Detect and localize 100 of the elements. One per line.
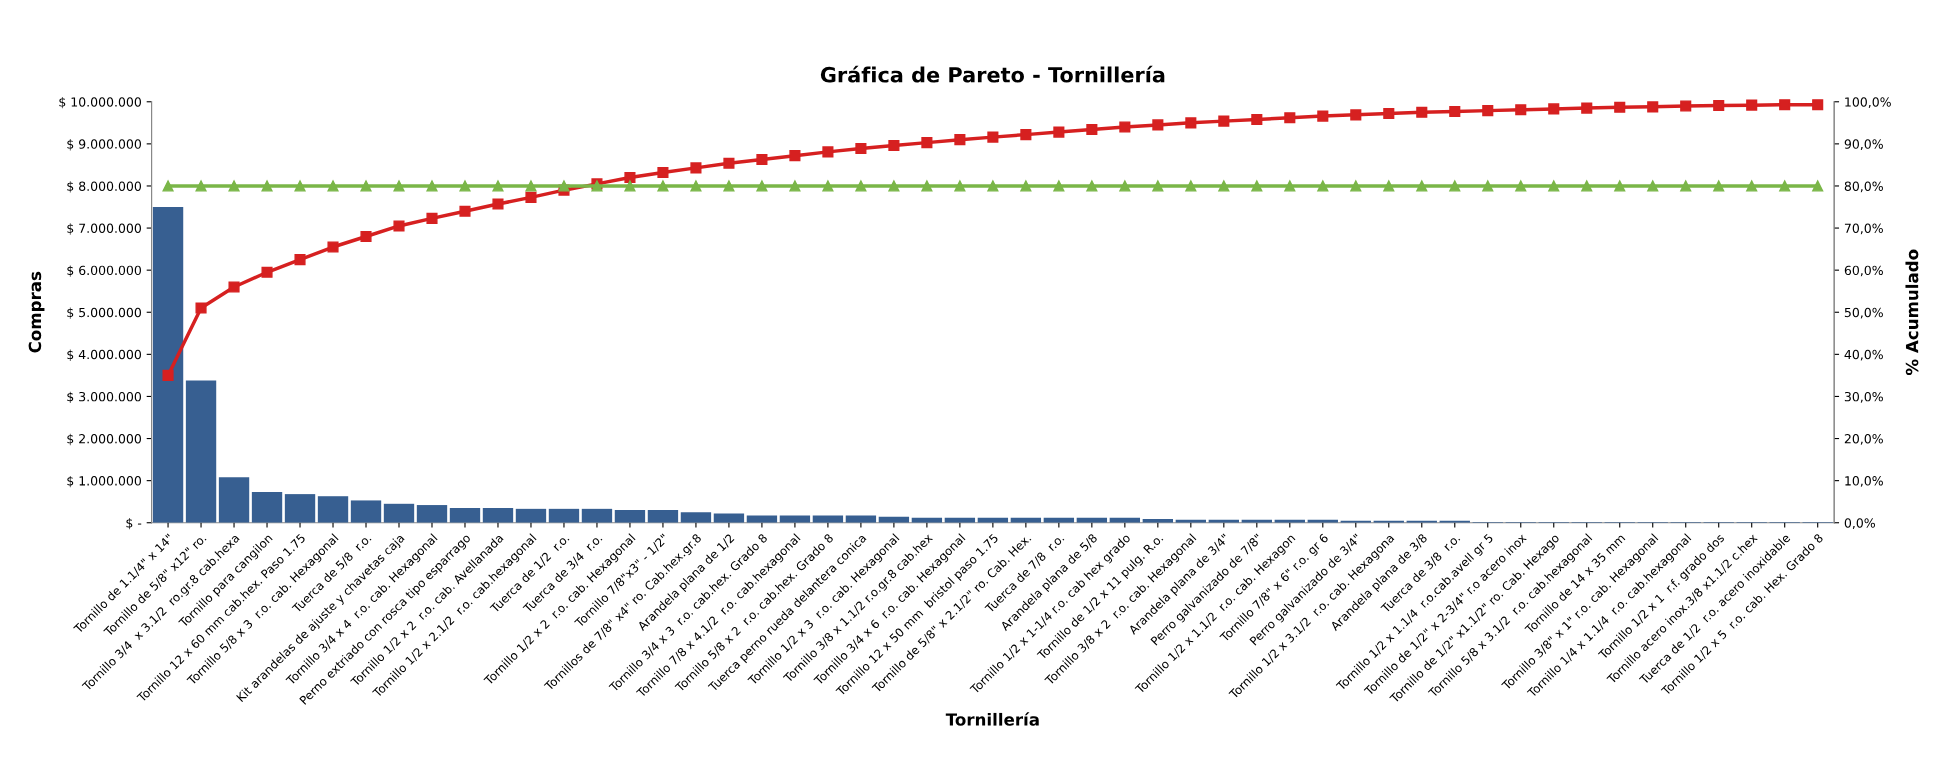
point <box>1185 117 1197 129</box>
point <box>855 142 867 155</box>
point <box>690 180 702 192</box>
bar <box>284 494 316 523</box>
point <box>1746 99 1758 111</box>
point <box>195 302 207 314</box>
point <box>228 180 240 192</box>
y2-tick-label: 100,0% <box>1845 97 1891 108</box>
point <box>723 157 735 169</box>
point <box>921 180 933 192</box>
bar <box>548 508 580 523</box>
point <box>690 162 702 174</box>
y-tick-label: $ 8.000.000 <box>67 181 141 193</box>
point <box>1614 101 1626 113</box>
point <box>1713 180 1725 192</box>
point <box>624 180 636 192</box>
y2-tick-label: 10,0% <box>1845 476 1883 487</box>
y2-tick-label: 0,0% <box>1844 518 1875 529</box>
point <box>426 180 438 192</box>
point <box>459 180 471 192</box>
y-axis-title: Compras <box>28 271 45 353</box>
point <box>954 134 966 146</box>
point <box>1812 99 1824 111</box>
point <box>756 180 768 192</box>
y2-tick-label: 30,0% <box>1844 391 1883 403</box>
point <box>789 150 801 162</box>
point <box>1350 180 1362 192</box>
point <box>987 180 999 192</box>
bar <box>251 492 283 523</box>
point <box>1053 126 1065 138</box>
point <box>657 180 669 192</box>
point <box>1680 100 1692 112</box>
point <box>1185 180 1197 192</box>
point <box>195 180 207 192</box>
point <box>624 171 636 184</box>
bar <box>449 508 481 523</box>
bar <box>350 500 382 523</box>
point <box>756 153 768 166</box>
point <box>987 131 999 143</box>
point <box>1383 180 1395 192</box>
point <box>1251 113 1263 126</box>
point <box>459 205 471 217</box>
y2-tick-label: 50,0% <box>1844 307 1883 319</box>
point <box>327 241 339 253</box>
y-tick-label: $ 2.000.000 <box>67 433 141 446</box>
bar <box>647 510 679 523</box>
point <box>162 369 174 381</box>
point <box>1548 103 1560 115</box>
point <box>1581 102 1593 114</box>
bar <box>515 508 547 523</box>
point <box>426 212 438 224</box>
point <box>1812 180 1824 192</box>
point <box>558 180 570 192</box>
point <box>789 180 801 192</box>
y-tick-label: $ 5.000.000 <box>67 307 141 319</box>
point <box>327 180 339 192</box>
point <box>294 180 306 192</box>
point <box>525 180 537 192</box>
point <box>954 180 966 192</box>
point <box>1647 101 1659 113</box>
point <box>1152 119 1164 131</box>
point <box>1581 180 1593 192</box>
point <box>1218 180 1230 192</box>
point <box>1515 104 1527 116</box>
point <box>1086 180 1098 192</box>
y2-tick-label: 60,0% <box>1844 265 1883 277</box>
point <box>1251 180 1263 192</box>
point <box>1020 180 1032 192</box>
point <box>1548 180 1560 192</box>
point <box>1449 105 1461 118</box>
point <box>822 146 834 158</box>
point <box>1680 180 1692 192</box>
point <box>1350 109 1362 121</box>
point <box>1614 180 1626 192</box>
bar <box>581 508 613 523</box>
point <box>1317 110 1329 122</box>
point <box>228 281 240 293</box>
point <box>1086 123 1098 136</box>
bar <box>383 503 415 523</box>
y2-tick-label: 40,0% <box>1844 349 1883 361</box>
point <box>855 180 867 192</box>
point <box>393 180 405 192</box>
y2-tick-label: 20,0% <box>1844 434 1883 445</box>
point <box>393 220 405 232</box>
point <box>1284 112 1296 124</box>
point <box>261 266 273 278</box>
point <box>1119 180 1131 192</box>
y2-tick-label: 80,0% <box>1844 181 1883 193</box>
point <box>1152 180 1164 192</box>
point <box>657 166 669 179</box>
point <box>822 180 834 192</box>
point <box>1482 105 1494 117</box>
y2-tick-label: 70,0% <box>1844 223 1883 235</box>
y-tick-label: $ 4.000.000 <box>67 349 141 361</box>
point <box>1218 115 1230 127</box>
point <box>1119 121 1131 133</box>
point <box>1746 180 1758 192</box>
point <box>360 180 372 192</box>
point <box>1449 180 1461 192</box>
bar <box>218 477 250 523</box>
